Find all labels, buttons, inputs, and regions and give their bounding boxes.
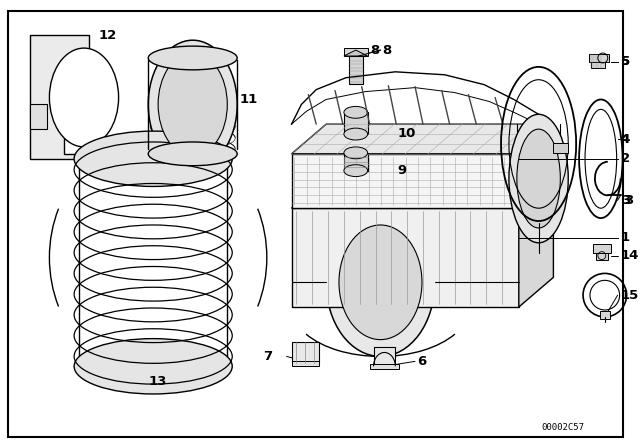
Polygon shape [29,35,89,159]
Text: 13: 13 [149,375,167,388]
Text: 15: 15 [621,289,639,302]
Text: 1: 1 [621,231,630,244]
Ellipse shape [344,107,367,118]
Ellipse shape [344,165,367,177]
Text: 5: 5 [621,56,630,69]
Text: 2: 2 [621,152,630,165]
Bar [591,62,605,68]
Bar [292,208,519,307]
Bar [589,54,609,62]
Bar [292,362,319,366]
Bar [344,48,367,56]
Polygon shape [344,50,367,56]
Text: 12: 12 [99,29,117,42]
Ellipse shape [344,147,367,159]
Ellipse shape [148,46,237,70]
Ellipse shape [339,225,422,340]
Ellipse shape [74,339,232,394]
Text: 14: 14 [621,249,639,262]
Text: 6: 6 [417,355,426,368]
Bar [292,341,319,363]
Bar [344,112,367,134]
Bar [292,154,519,208]
Bar [600,311,610,319]
Text: 00002C57: 00002C57 [542,423,585,432]
Text: 5: 5 [621,56,630,69]
Text: 11: 11 [239,93,257,106]
Bar [596,253,608,259]
Text: 4: 4 [621,133,630,146]
Text: 9: 9 [397,164,406,177]
Text: 3: 3 [623,194,633,207]
Bar [369,364,399,369]
Bar [554,143,568,153]
Bar [29,104,47,129]
Polygon shape [519,124,554,208]
Text: 7: 7 [262,350,272,363]
Polygon shape [292,124,554,154]
Ellipse shape [509,114,568,243]
Bar [374,347,396,366]
Polygon shape [292,179,554,208]
Text: 8: 8 [371,43,380,56]
Ellipse shape [344,128,367,140]
Text: 3: 3 [621,194,630,207]
Text: 8: 8 [383,43,392,56]
Text: 10: 10 [397,127,415,140]
Ellipse shape [49,48,118,147]
Bar [593,244,611,253]
Polygon shape [519,179,554,307]
Text: 4: 4 [621,133,630,146]
Ellipse shape [517,129,561,228]
Bar [344,153,367,171]
Ellipse shape [158,53,227,156]
Bar [349,56,363,84]
Ellipse shape [148,40,237,168]
Ellipse shape [326,208,435,357]
Ellipse shape [74,131,232,186]
Ellipse shape [148,142,237,166]
